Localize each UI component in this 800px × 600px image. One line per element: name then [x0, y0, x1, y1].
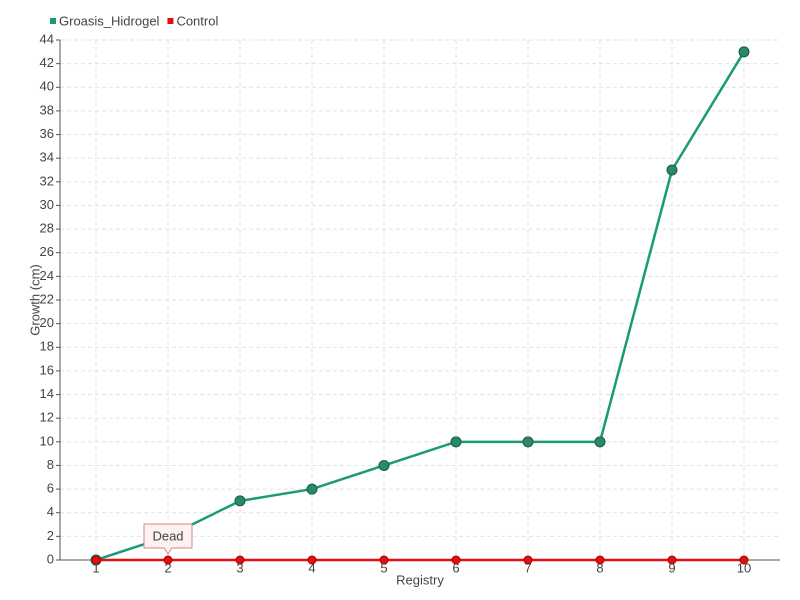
x-tick-label: 7: [524, 560, 531, 575]
data-point: [306, 483, 318, 495]
data-point: [738, 46, 750, 58]
y-tick-label: 38: [40, 102, 54, 117]
data-point: [523, 555, 533, 565]
x-tick-label: 1: [92, 560, 99, 575]
data-point: [522, 436, 534, 448]
data-point: [379, 555, 389, 565]
data-point: [451, 555, 461, 565]
y-tick-label: 22: [40, 291, 54, 306]
y-tick-label: 26: [40, 244, 54, 259]
data-point: [235, 555, 245, 565]
y-tick-label: 40: [40, 79, 54, 94]
data-point: [595, 555, 605, 565]
x-tick-label: 5: [380, 560, 387, 575]
data-point: [307, 555, 317, 565]
legend-label: Control: [176, 13, 218, 28]
data-point: [234, 495, 246, 507]
y-tick-label: 34: [40, 150, 54, 165]
data-point: [378, 459, 390, 471]
legend-label: Groasis_Hidrogel: [59, 13, 160, 28]
y-tick-label: 32: [40, 173, 54, 188]
y-tick-label: 18: [40, 339, 54, 354]
annotation-text: Dead: [152, 528, 183, 543]
data-point: [163, 555, 173, 565]
y-tick-label: 36: [40, 126, 54, 141]
data-point: [450, 436, 462, 448]
data-point: [91, 555, 101, 565]
data-point: [739, 555, 749, 565]
series-line: [95, 51, 746, 562]
x-axis-label: Registry: [396, 572, 444, 587]
x-tick-label: 2: [164, 560, 171, 575]
y-tick-label: 2: [47, 528, 54, 543]
y-tick-label: 28: [40, 221, 54, 236]
y-axis-label: Growth (cm): [27, 264, 42, 336]
y-tick-label: 42: [40, 55, 54, 70]
y-tick-label: 8: [47, 457, 54, 472]
y-tick-label: 10: [40, 433, 54, 448]
legend-swatch: [50, 18, 56, 24]
data-point: [667, 555, 677, 565]
x-tick-label: 6: [452, 560, 459, 575]
y-tick-label: 12: [40, 410, 54, 425]
y-tick-label: 6: [47, 481, 54, 496]
y-tick-label: 24: [40, 268, 54, 283]
x-tick-label: 9: [668, 560, 675, 575]
annotation: Dead: [143, 523, 193, 555]
y-tick-label: 16: [40, 362, 54, 377]
y-tick-label: 20: [40, 315, 54, 330]
legend-swatch: [167, 18, 174, 24]
y-tick-label: 30: [40, 197, 54, 212]
y-tick-label: 14: [40, 386, 54, 401]
y-tick-label: 44: [40, 31, 54, 46]
y-tick-label: 0: [47, 551, 54, 566]
x-tick-label: 4: [308, 560, 315, 575]
y-tick-label: 4: [47, 504, 54, 519]
data-point: [666, 164, 678, 176]
x-tick-label: 3: [236, 560, 243, 575]
data-point: [594, 436, 606, 448]
x-tick-label: 10: [737, 560, 751, 575]
x-tick-label: 8: [596, 560, 603, 575]
annotation-box: [143, 523, 193, 555]
